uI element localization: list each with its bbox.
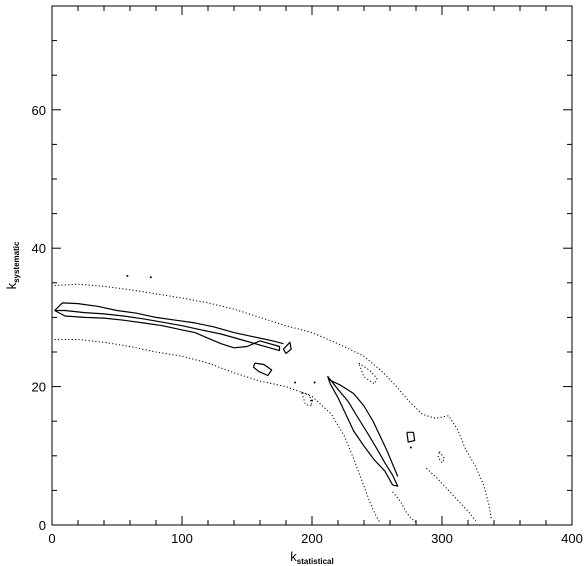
y-tick-label: 0 [39, 518, 46, 533]
contour-point [409, 446, 412, 449]
axes: 0 100 200 300 400 0 20 40 60 [32, 5, 583, 546]
contour-dotted-line [437, 451, 446, 464]
contour-solid-line [54, 309, 281, 352]
y-axis-label-main: k [4, 282, 19, 289]
contour-dotted-line [358, 362, 378, 385]
x-axis-label: kstatistical [290, 549, 333, 566]
contour-point [311, 399, 313, 402]
x-axis-label-sub: statistical [297, 557, 334, 566]
contour-dotted-line [301, 391, 313, 407]
y-tick-label: 20 [32, 380, 46, 395]
contour-solid-line [282, 341, 292, 354]
contour-solid-line [327, 375, 399, 487]
contour-dotted-line [54, 339, 381, 523]
x-tick-label: 200 [301, 531, 323, 546]
contours [54, 274, 492, 523]
x-tick-label: 100 [171, 531, 193, 546]
contour-dotted-line [392, 491, 417, 523]
contour-solid-line [54, 302, 284, 345]
x-axis-label-main: k [290, 549, 297, 564]
x-tick-label: 0 [48, 531, 55, 546]
y-axis-label: ksystematic [4, 241, 21, 289]
contour-dotted-line [426, 467, 477, 522]
y-tick-label: 40 [32, 241, 46, 256]
axis-labels: kstatistical ksystematic [4, 241, 334, 566]
contour-point [313, 381, 316, 384]
plot-frame [51, 5, 573, 526]
contour-point [126, 274, 129, 277]
contour-point [294, 381, 297, 384]
contour-solid-line [328, 379, 399, 477]
x-tick-label: 400 [561, 531, 583, 546]
y-axis-label-sub: systematic [12, 241, 21, 283]
x-tick-label: 300 [431, 531, 453, 546]
contour-solid-line [252, 362, 273, 377]
y-tick-label: 60 [32, 103, 46, 118]
contour-solid-line [406, 431, 416, 443]
contour-dotted-line [54, 283, 492, 520]
contour-point [149, 276, 152, 279]
